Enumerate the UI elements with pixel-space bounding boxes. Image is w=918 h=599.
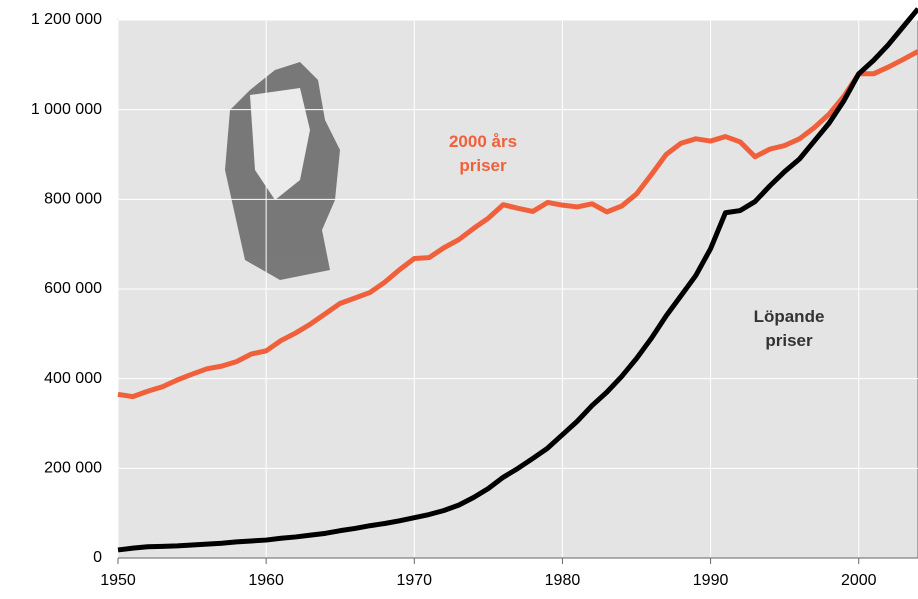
y-tick-label: 400 000 — [44, 370, 102, 387]
annotation-line: Löpande — [754, 307, 825, 326]
y-tick-label: 0 — [93, 549, 102, 566]
annotation: Löpande priser — [754, 307, 825, 350]
x-tick-label: 1950 — [100, 572, 136, 589]
y-tick-label: 1 000 000 — [31, 101, 102, 118]
x-tick-label: 1960 — [248, 572, 284, 589]
annotation-line: 2000 års — [449, 132, 517, 151]
x-tick-label: 2000 — [841, 572, 877, 589]
series-line — [117, 7, 918, 553]
annotation-line: priser — [765, 331, 813, 350]
annotation-line: priser — [459, 156, 507, 175]
x-tick-label: 1980 — [545, 572, 581, 589]
annotation: 2000 års priser — [449, 132, 517, 175]
y-tick-label: 1 200 000 — [31, 11, 102, 28]
y-tick-label: 600 000 — [44, 280, 102, 297]
clip-art — [225, 62, 340, 280]
y-tick-label: 200 000 — [44, 460, 102, 477]
x-tick-label: 1990 — [693, 572, 729, 589]
x-tick-label: 1970 — [396, 572, 432, 589]
y-tick-label: 800 000 — [44, 191, 102, 208]
series-line — [117, 49, 918, 400]
